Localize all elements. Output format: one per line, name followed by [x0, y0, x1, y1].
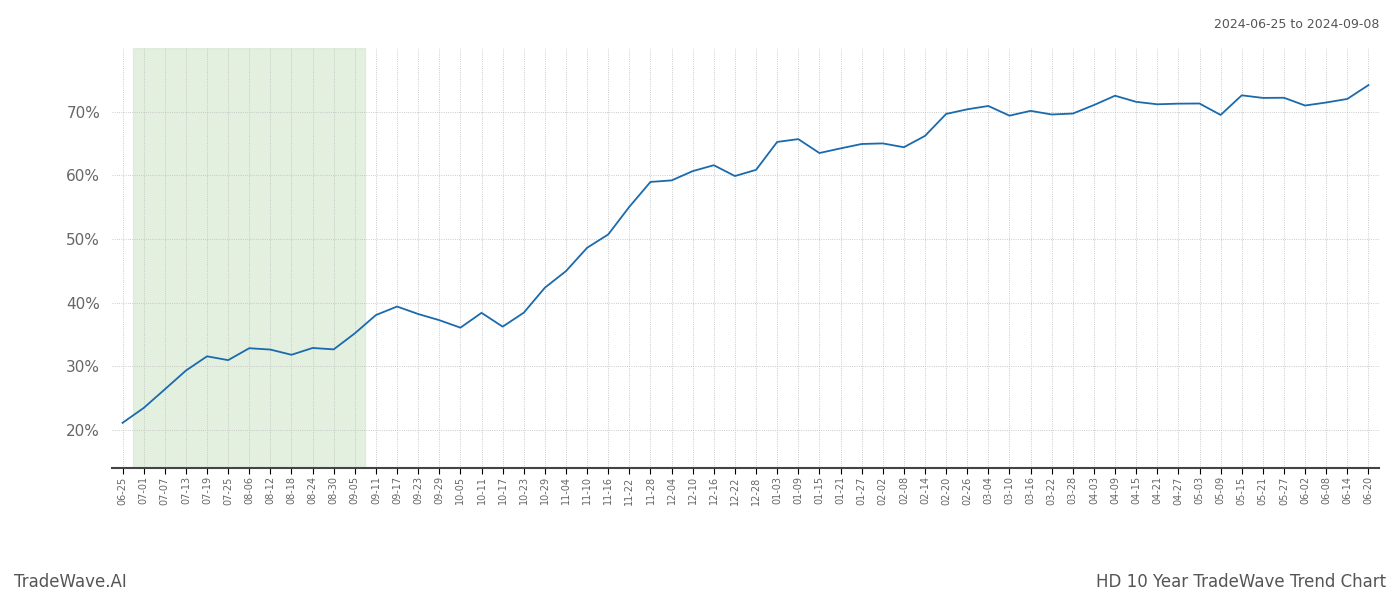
Text: 2024-06-25 to 2024-09-08: 2024-06-25 to 2024-09-08 — [1214, 18, 1379, 31]
Bar — [133, 48, 365, 468]
Text: HD 10 Year TradeWave Trend Chart: HD 10 Year TradeWave Trend Chart — [1096, 573, 1386, 591]
Text: TradeWave.AI: TradeWave.AI — [14, 573, 127, 591]
